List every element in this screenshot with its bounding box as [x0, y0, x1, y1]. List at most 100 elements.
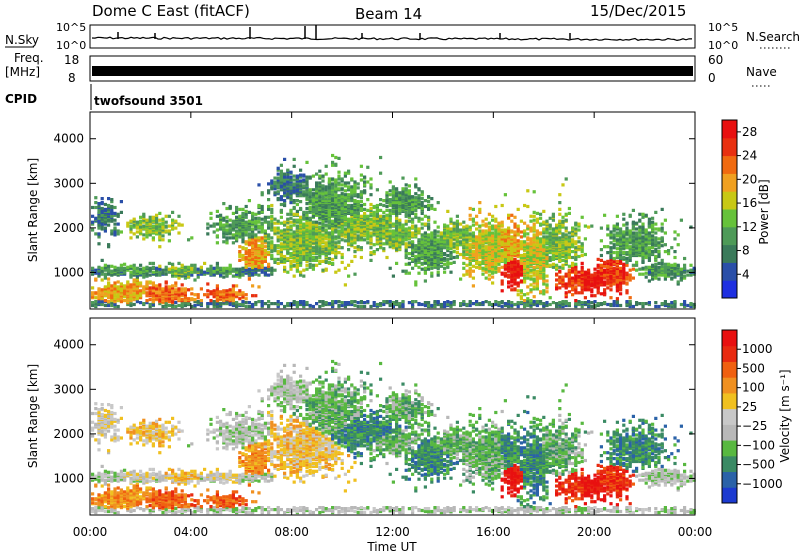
power-cell — [369, 211, 373, 215]
power-cell — [379, 303, 383, 308]
power-cell — [379, 216, 383, 220]
power-cell — [375, 221, 379, 225]
power-cell — [395, 237, 399, 241]
power-cell — [273, 182, 277, 186]
power-cell — [340, 246, 344, 250]
power-cell — [231, 299, 235, 303]
power-cell — [327, 220, 331, 224]
power-cell — [420, 226, 424, 230]
power-cell — [167, 290, 171, 294]
power-cell — [519, 273, 523, 277]
power-cell — [318, 259, 322, 263]
power-cell — [276, 244, 280, 248]
power-cell — [551, 235, 555, 239]
power-cell — [286, 240, 290, 244]
power-cell — [343, 304, 347, 309]
power-cell — [401, 225, 405, 229]
power-cell — [212, 230, 216, 234]
power-cell — [283, 228, 287, 232]
nsky-panel — [89, 24, 696, 49]
power-cell — [110, 217, 114, 221]
power-cell — [459, 303, 463, 308]
power-cell — [241, 235, 245, 239]
power-cell — [510, 219, 514, 223]
power-cell — [494, 241, 498, 245]
power-cell — [132, 302, 136, 307]
power-cell — [539, 237, 543, 241]
power-cell — [222, 202, 226, 206]
power-cell — [494, 300, 498, 304]
power-cell — [318, 253, 322, 258]
power-cell — [273, 260, 277, 264]
power-cell — [327, 231, 331, 235]
power-cell — [305, 220, 309, 224]
power-cell — [193, 278, 197, 282]
power-cell — [347, 274, 351, 278]
power-cell — [503, 303, 507, 308]
power-cell — [139, 294, 143, 298]
power-cell — [305, 179, 309, 183]
power-cell — [283, 199, 287, 203]
power-cell — [350, 205, 354, 210]
power-cell — [395, 204, 399, 209]
power-cell — [321, 194, 325, 198]
power-cell — [529, 290, 533, 294]
power-cell — [423, 204, 427, 209]
power-cell — [107, 203, 111, 208]
power-cell — [404, 231, 408, 235]
power-cell — [491, 275, 495, 279]
power-cell — [548, 242, 552, 246]
power-cell — [327, 199, 331, 203]
power-cell — [305, 193, 309, 197]
power-cell — [359, 196, 363, 200]
power-cell — [289, 175, 293, 179]
power-cell — [222, 275, 226, 279]
power-cell — [91, 269, 95, 273]
power-cell — [449, 247, 453, 251]
power-cell — [334, 245, 338, 249]
power-cell — [94, 291, 98, 295]
power-cell — [340, 217, 344, 221]
power-cell — [107, 245, 111, 249]
power-cell — [481, 229, 485, 233]
power-cell — [356, 182, 360, 186]
power-cell — [497, 302, 501, 307]
power-cell — [516, 207, 520, 211]
power-cell — [337, 232, 341, 236]
power-cell — [260, 207, 264, 211]
power-cell — [311, 246, 315, 250]
power-cell — [267, 251, 271, 255]
power-cell — [161, 299, 165, 303]
power-cell — [171, 284, 175, 288]
power-cell — [497, 262, 501, 266]
power-cell — [513, 302, 517, 307]
power-cell — [443, 223, 447, 227]
power-cell — [327, 180, 331, 184]
power-cell — [279, 172, 283, 176]
power-cell — [411, 220, 415, 224]
power-cell — [286, 231, 290, 235]
power-cell — [139, 229, 143, 233]
power-cell — [305, 228, 309, 232]
power-cell — [308, 195, 312, 199]
power-cell — [369, 242, 373, 246]
power-cell — [327, 189, 331, 193]
power-cell — [523, 280, 527, 284]
power-cell — [388, 266, 392, 270]
power-cell — [535, 236, 539, 240]
power-cell — [302, 251, 306, 255]
power-cell — [414, 208, 418, 212]
power-cell — [196, 296, 200, 300]
power-cell — [129, 301, 133, 305]
power-cell — [340, 229, 344, 233]
power-cell — [519, 235, 523, 239]
power-cell — [231, 284, 235, 288]
power-cell — [270, 272, 274, 276]
power-cell — [315, 255, 319, 260]
power-cell — [404, 187, 408, 191]
power-cell — [263, 266, 267, 270]
power-cell — [411, 244, 415, 248]
power-cell — [289, 198, 293, 202]
power-cell — [129, 299, 133, 303]
power-cell — [305, 175, 309, 179]
